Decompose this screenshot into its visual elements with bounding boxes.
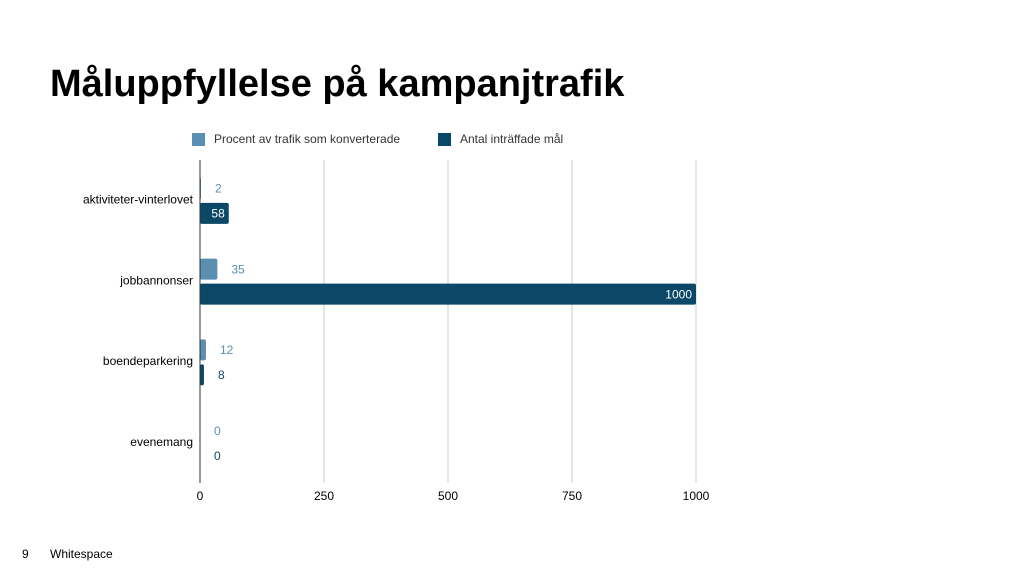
legend-swatch — [438, 133, 451, 146]
chart-title: Måluppfyllelse på kampanjtrafik — [50, 63, 625, 105]
bar — [200, 258, 218, 280]
x-tick-label: 0 — [197, 489, 204, 503]
data-label: 35 — [231, 262, 245, 276]
x-tick-label: 250 — [314, 489, 334, 503]
data-label: 0 — [214, 424, 221, 438]
data-label: 58 — [211, 207, 225, 221]
bar — [200, 364, 204, 386]
data-label: 8 — [218, 368, 225, 382]
bar — [200, 202, 229, 224]
bar — [200, 283, 696, 305]
page-number: 9 — [22, 547, 29, 561]
y-tick-label: aktiviteter-vinterlovet — [83, 193, 194, 207]
data-label: 1000 — [665, 287, 692, 301]
data-label: 2 — [215, 182, 222, 196]
x-tick-label: 1000 — [683, 489, 710, 503]
y-tick-label: evenemang — [130, 435, 193, 449]
legend-label: Antal inträffade mål — [460, 132, 563, 146]
y-tick-label: boendeparkering — [103, 354, 193, 368]
y-tick-label: jobbannonser — [119, 273, 193, 287]
data-label: 12 — [220, 343, 234, 357]
legend-label: Procent av trafik som konverterade — [214, 132, 400, 146]
x-tick-label: 500 — [438, 489, 458, 503]
footer-brand: Whitespace — [50, 547, 113, 561]
x-tick-label: 750 — [562, 489, 582, 503]
bar — [200, 339, 206, 361]
legend-swatch — [192, 133, 205, 146]
data-label: 0 — [214, 449, 221, 463]
